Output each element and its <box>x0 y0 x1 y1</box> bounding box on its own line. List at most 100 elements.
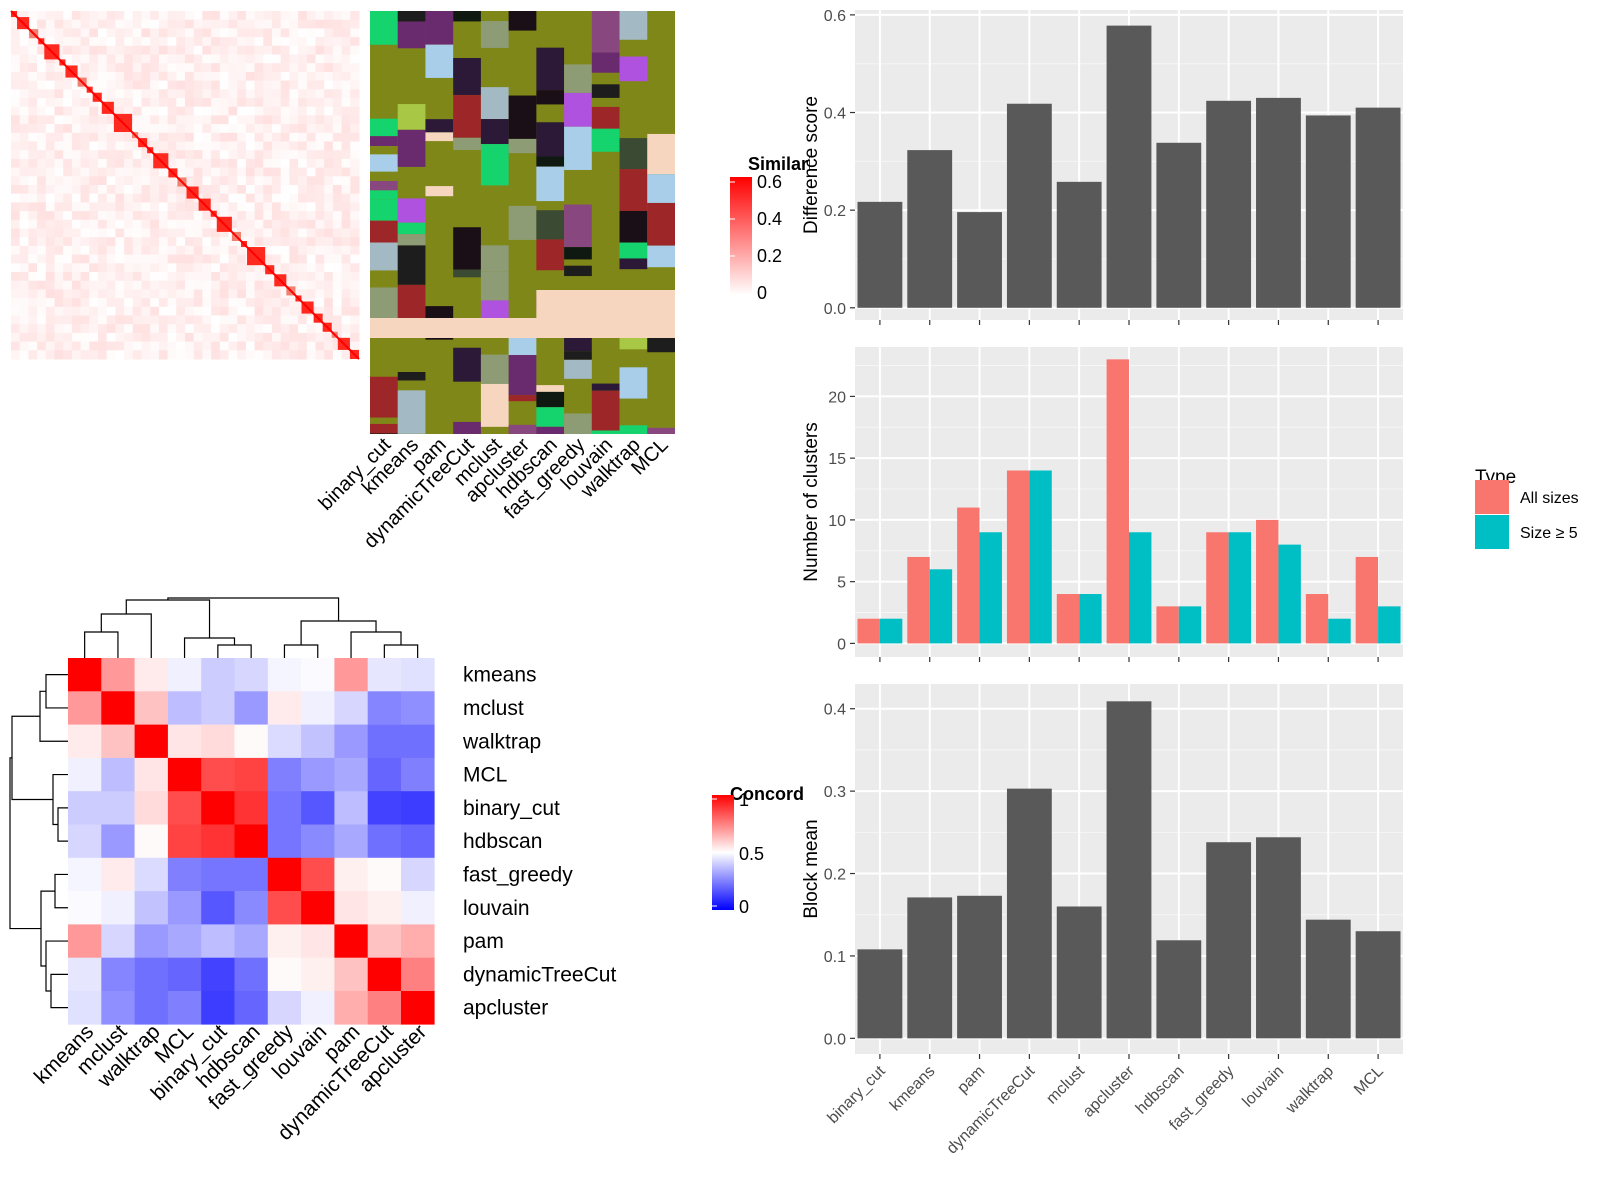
similarity-cell <box>98 28 108 38</box>
similarity-cell <box>228 11 238 21</box>
similarity-cell <box>158 245 169 256</box>
similarity-cell <box>228 45 238 55</box>
similarity-cell <box>19 54 29 64</box>
similarity-diagonal <box>10 10 360 360</box>
similarity-cell <box>280 193 290 203</box>
assignment-cell <box>508 11 537 31</box>
similarity-cell <box>106 193 116 203</box>
similarity-cell <box>298 11 308 21</box>
similarity-cell <box>54 80 64 90</box>
similarity-cell <box>341 11 351 21</box>
similarity-cell <box>89 115 99 125</box>
concordance-cell <box>334 691 368 725</box>
assignment-cell <box>619 138 648 170</box>
similarity-cell <box>306 106 316 116</box>
similarity-cell <box>245 124 256 134</box>
bar <box>1256 837 1301 1039</box>
concordance-cell <box>334 824 368 859</box>
similarity-cell <box>124 315 134 325</box>
similarity-cell <box>11 132 21 142</box>
similarity-cell <box>289 89 299 99</box>
similarity-cell <box>176 298 186 308</box>
similarity-cell <box>115 37 125 47</box>
similarity-cell <box>54 63 64 73</box>
similarity-cell <box>306 289 316 299</box>
assignment-band <box>536 290 675 318</box>
similarity-cell <box>98 37 108 47</box>
similarity-cell <box>315 341 325 351</box>
assignment-cell <box>564 413 592 434</box>
assignment-cell <box>536 156 565 167</box>
similarity-cell <box>289 341 299 351</box>
concordance-cell <box>201 824 235 859</box>
similarity-cell <box>176 141 186 151</box>
similarity-cell <box>98 254 108 264</box>
similarity-cell <box>324 158 334 169</box>
concordance-cell <box>101 824 135 859</box>
similarity-cell <box>289 315 299 325</box>
similarity-cell <box>228 158 238 169</box>
similarity-cell <box>193 98 203 108</box>
similarity-cell <box>28 237 38 247</box>
similarity-cell <box>193 19 203 29</box>
similarity-cell <box>254 71 264 82</box>
similarity-cell <box>263 37 273 47</box>
assignment-cell <box>591 383 620 391</box>
similarity-cell <box>306 150 316 160</box>
similarity-cell <box>150 54 160 64</box>
similarity-cell <box>150 124 160 134</box>
similarity-cell <box>141 289 151 299</box>
similarity-cell <box>150 350 160 360</box>
similarity-cell <box>45 237 55 247</box>
similarity-cell <box>132 289 142 299</box>
similarity-cell <box>150 245 160 256</box>
similarity-cell <box>132 280 142 290</box>
similarity-cell <box>45 71 55 82</box>
similarity-cell <box>272 185 282 195</box>
similarity-cell <box>289 272 299 282</box>
similarity-cell <box>28 167 38 177</box>
similarity-cell <box>19 193 29 203</box>
similarity-cell <box>332 167 343 177</box>
similarity-cell <box>289 219 299 229</box>
assignment-cell <box>591 390 620 431</box>
similarity-cell <box>45 150 55 160</box>
similarity-cell <box>98 315 108 325</box>
similarity-cell <box>341 158 351 169</box>
concordance-cell <box>167 691 202 725</box>
similarity-cell <box>158 176 169 186</box>
similarity-cell <box>211 324 221 334</box>
similarity-cell <box>211 202 221 212</box>
similarity-cell <box>306 185 316 195</box>
similarity-cell <box>245 289 256 299</box>
similarity-cell <box>28 11 38 21</box>
similarity-cell <box>37 54 47 64</box>
similarity-cell <box>158 193 169 203</box>
similarity-cell <box>263 11 273 21</box>
similarity-cell <box>28 289 38 299</box>
similarity-legend-label: 0 <box>757 283 767 303</box>
similarity-cell <box>71 106 82 116</box>
similarity-cell <box>89 54 99 64</box>
similarity-cell <box>298 176 308 186</box>
similarity-cell <box>124 332 134 343</box>
similarity-cell <box>245 141 256 151</box>
similarity-cell <box>132 263 142 273</box>
y-tick-label: 0.2 <box>824 867 846 884</box>
similarity-cell <box>245 306 256 316</box>
similarity-cell <box>228 315 238 325</box>
similarity-cell <box>176 124 186 134</box>
similarity-cell <box>202 63 212 73</box>
assignment-cell <box>536 90 565 105</box>
similarity-cell <box>289 106 299 116</box>
similarity-cell <box>298 341 308 351</box>
similarity-cell <box>350 115 360 125</box>
similarity-cell <box>298 19 308 29</box>
similarity-cell <box>106 80 116 90</box>
similarity-cell <box>315 176 325 186</box>
similarity-cell <box>324 263 334 273</box>
similarity-cell <box>132 98 142 108</box>
similarity-cell <box>167 193 177 203</box>
dendrogram-branch <box>45 674 68 709</box>
concordance-cell <box>101 991 135 1025</box>
